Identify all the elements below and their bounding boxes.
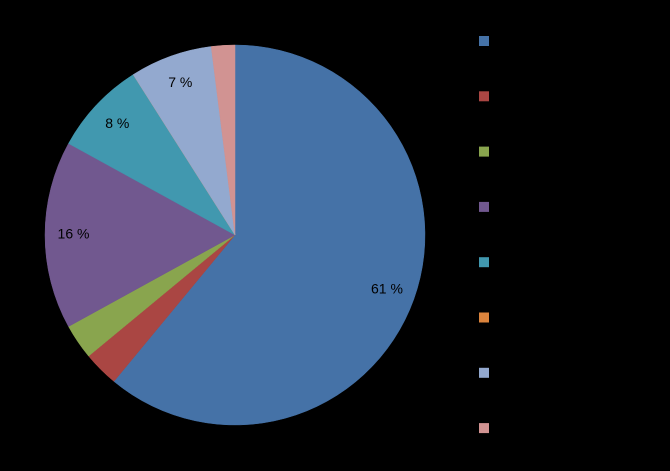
data-label: 61 % [371,280,403,296]
legend-swatch [479,312,489,323]
data-label: 7 % [168,74,192,90]
pie-slice [68,74,236,236]
legend-swatch [479,146,489,157]
pie-slice [44,143,236,327]
legend-swatch [479,201,489,212]
legend-swatch [479,257,489,268]
legend-swatch [479,91,489,102]
legend-swatch [479,423,489,434]
legend-swatch [479,367,489,378]
pie-slice [210,44,236,236]
data-label: 8 % [105,115,129,131]
pie-slice [113,44,426,426]
data-label: 16 % [58,226,90,242]
legend-swatch [479,36,489,46]
